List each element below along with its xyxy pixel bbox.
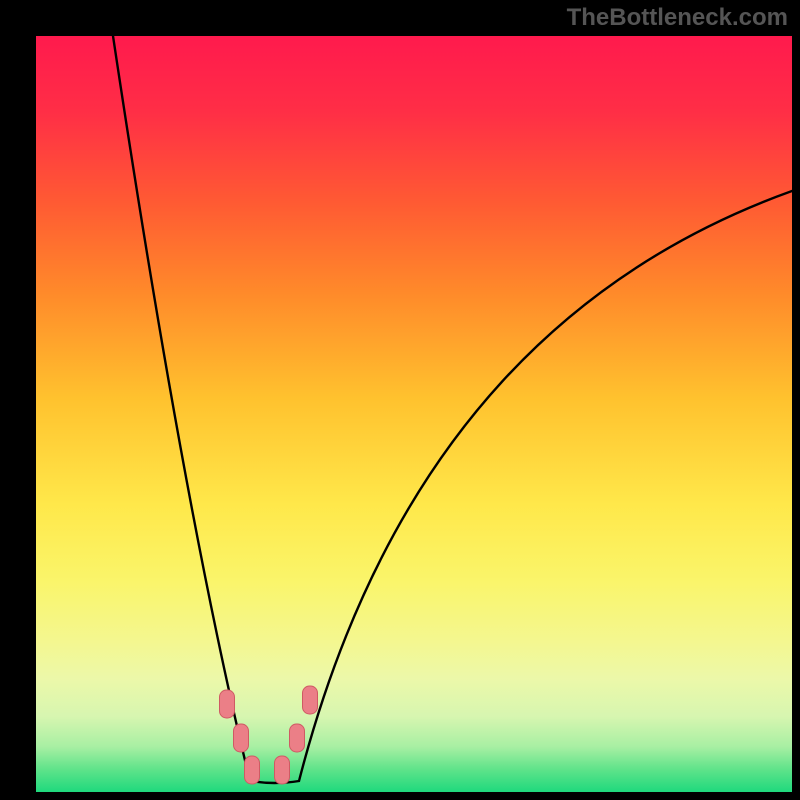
curve-marker xyxy=(245,756,260,784)
curve-marker xyxy=(275,756,290,784)
curve-marker xyxy=(303,686,318,714)
gradient-background xyxy=(36,36,792,792)
curve-marker xyxy=(290,724,305,752)
bottleneck-chart xyxy=(36,36,792,792)
plot-area xyxy=(36,36,792,792)
watermark-label: TheBottleneck.com xyxy=(567,4,788,32)
chart-frame: TheBottleneck.com xyxy=(0,0,800,800)
curve-marker xyxy=(220,690,235,718)
curve-marker xyxy=(234,724,249,752)
